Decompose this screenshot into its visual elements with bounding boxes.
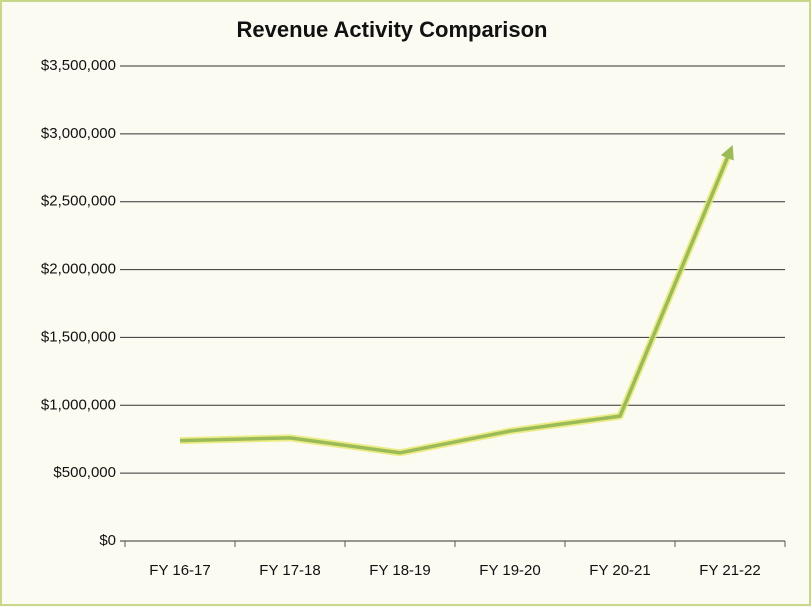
y-tick-label: $2,000,000	[41, 261, 116, 278]
x-tick-label: FY 16-17	[149, 562, 210, 579]
chart-title: Revenue Activity Comparison	[237, 17, 548, 42]
line	[179, 145, 734, 455]
x-tick-label: FY 21-22	[699, 562, 760, 579]
x-tick-label: FY 19-20	[479, 562, 540, 579]
y-tick-label: $1,500,000	[41, 328, 116, 345]
y-tick-label: $1,000,000	[41, 396, 116, 413]
y-tick-label: $0	[99, 532, 116, 549]
y-tick-label: $3,000,000	[41, 125, 116, 142]
y-tick-label: $3,500,000	[41, 57, 116, 74]
x-tick-label: FY 17-18	[259, 562, 320, 579]
x-tick-label: FY 18-19	[369, 562, 430, 579]
y-tick-label: $2,500,000	[41, 193, 116, 210]
x-tick-label: FY 20-21	[589, 562, 650, 579]
y-tick-label: $500,000	[53, 464, 116, 481]
